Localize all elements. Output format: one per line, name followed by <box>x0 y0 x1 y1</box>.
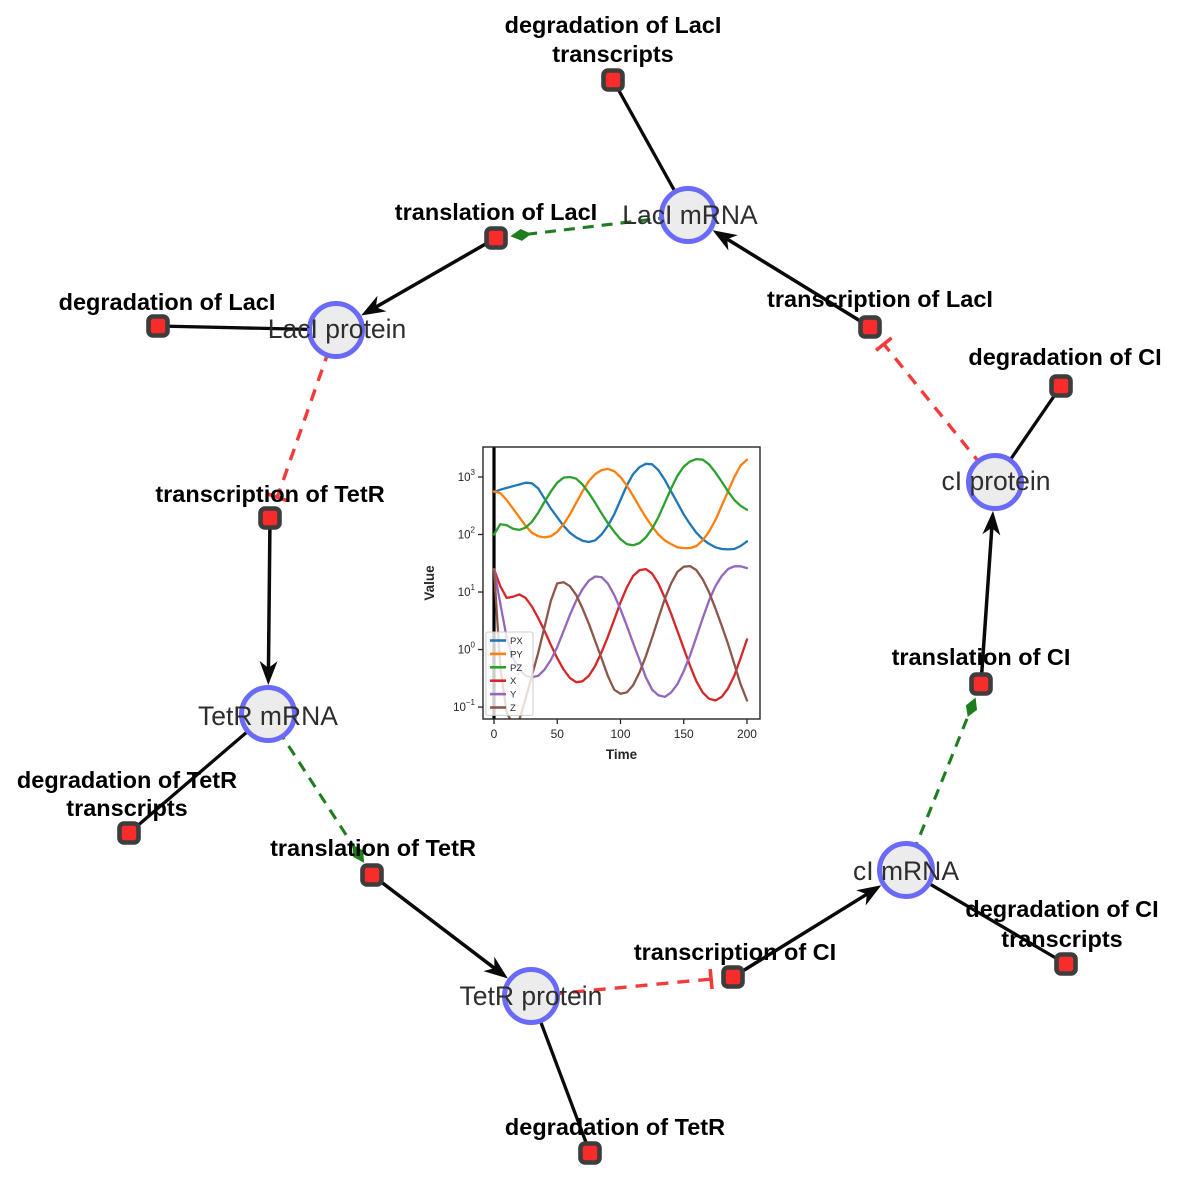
curve-Y <box>492 565 749 699</box>
curve-Z <box>492 564 749 719</box>
edge-translation_laci-to-laci_protein-arrowhead-icon <box>361 295 387 316</box>
reaction-node-translation_ci <box>969 672 993 696</box>
legend-label-Y: Y <box>510 690 517 701</box>
edge-transcription_laci-to-laci_mrna-arrowhead-icon <box>712 230 738 251</box>
reaction-label-deg_tetr: degradation of TetR <box>505 1114 725 1140</box>
reaction-node-transcription_ci <box>721 965 745 989</box>
reaction-label-deg_tetr_tx-line2: transcripts <box>66 795 187 821</box>
curve-X <box>492 567 749 702</box>
reaction-node-translation_tetr <box>360 863 384 887</box>
species-label-tetr_mrna: TetR mRNA <box>198 701 338 731</box>
reactions-layer <box>117 68 1078 1165</box>
edge-laci_protein-to-transcription_tetr-tbar-icon <box>267 492 288 503</box>
reaction-label-translation_ci: translation of CI <box>892 644 1071 670</box>
reaction-node-deg_tetr <box>578 1141 602 1165</box>
reaction-label-deg_ci_tx-line1: degradation of CI <box>965 896 1158 922</box>
edge-ci_protein-to-transcription_laci-tbar-icon <box>874 336 893 352</box>
reaction-node-deg_tetr_tx <box>117 821 141 845</box>
edge-tetr_mrna-to-translation_tetr-modifier-arrowhead-icon <box>352 845 365 863</box>
species-label-tetr_protein: TetR protein <box>460 981 603 1011</box>
edge-translation_tetr-to-tetr_protein-production-line <box>370 873 500 973</box>
edge-ci_protein-to-transcription_laci-inhibition-line <box>881 342 997 484</box>
legend-label-PZ: PZ <box>510 663 522 674</box>
edge-ci_mrna-to-translation_ci-modifier-line <box>904 706 974 871</box>
x-tick-label: 50 <box>551 727 565 741</box>
species-label-laci_protein: LacI protein <box>268 314 406 344</box>
edge-laci_protein-to-transcription_tetr-inhibition-line <box>275 329 338 499</box>
species-node-tetr_mrna <box>239 685 297 743</box>
species-label-ci_protein: cI protein <box>941 466 1050 496</box>
edge-deg_ci_tx-to-ci_mrna-consumption-line <box>905 868 1067 966</box>
reaction-label-deg_laci_tx-line2: transcripts <box>552 41 673 67</box>
reaction-label-deg_laci_tx-line1: degradation of LacI <box>505 12 722 38</box>
edge-deg_laci-to-laci_protein-consumption-line <box>157 324 337 332</box>
reaction-label-deg_ci_tx-line2: transcripts <box>1001 926 1122 952</box>
reaction-label-deg_tetr_tx-line1: degradation of TetR <box>17 767 237 793</box>
edge-translation_ci-to-ci_protein-production-line <box>979 522 994 685</box>
reaction-label-translation_laci: translation of LacI <box>395 199 597 225</box>
curve-PY <box>492 458 749 550</box>
edge-translation_ci-to-ci_protein-arrowhead-icon <box>982 510 1001 536</box>
reaction-node-translation_laci <box>484 226 508 250</box>
edge-transcription_tetr-to-tetr_mrna-arrowhead-icon <box>259 660 278 686</box>
species-node-ci_protein <box>966 453 1024 511</box>
y-tick-label: 103 <box>458 468 476 484</box>
x-tick-label: 100 <box>610 727 630 741</box>
x-tick-label: 0 <box>491 727 498 741</box>
curves-layer <box>492 447 749 719</box>
species-node-laci_protein <box>307 301 365 359</box>
species-node-tetr_protein <box>502 967 560 1025</box>
edge-transcription_tetr-to-tetr_mrna-production-line <box>266 517 272 674</box>
legend-label-Z: Z <box>510 703 516 714</box>
reaction-label-transcription_tetr: transcription of TetR <box>155 481 384 507</box>
edge-tetr_protein-to-transcription_ci-inhibition-line <box>530 977 713 998</box>
x-tick-label: 150 <box>674 727 694 741</box>
edge-transcription_ci-to-ci_mrna-arrowhead-icon <box>856 885 882 906</box>
reaction-label-transcription_ci: transcription of CI <box>634 939 836 965</box>
edge-tetr_protein-to-transcription_ci-tbar-icon <box>708 968 714 990</box>
y-axis-label: Value <box>422 565 437 601</box>
chart-legend: PX PY PZ XYZ <box>485 631 534 716</box>
edge-ci_mrna-to-translation_ci-modifier-arrowhead-icon <box>965 697 978 717</box>
edge-translation_laci-to-laci_protein-production-line <box>370 236 497 312</box>
y-tick-label: 10−1 <box>453 698 475 714</box>
y-tick-label: 102 <box>458 525 476 541</box>
curve-PZ <box>492 457 749 547</box>
legend-label-X: X <box>510 676 517 687</box>
reaction-label-translation_tetr: translation of TetR <box>270 835 476 861</box>
reaction-label-deg_laci: degradation of LacI <box>59 289 276 315</box>
species-label-laci_mrna: LacI mRNA <box>622 200 758 230</box>
edge-translation_tetr-to-tetr_protein-arrowhead-icon <box>483 956 508 979</box>
reaction-node-transcription_tetr <box>258 506 282 530</box>
species-node-laci_mrna <box>659 186 717 244</box>
reaction-label-transcription_laci: transcription of LacI <box>767 286 993 312</box>
y-tick-label: 101 <box>458 583 476 599</box>
edge-laci_mrna-to-translation_laci-modifier-arrowhead-icon <box>510 229 532 241</box>
edge-transcription_ci-to-ci_mrna-production-line <box>732 890 873 979</box>
timecourse-inset-chart: 0 50 100 150 20010−1100101102103TimeValuePXP… <box>422 446 761 762</box>
legend-label-PY: PY <box>510 649 523 660</box>
reaction-label-deg_ci: degradation of CI <box>968 344 1161 370</box>
y-tick-label: 100 <box>458 641 476 657</box>
edge-transcription_laci-to-laci_mrna-production-line <box>722 234 871 329</box>
x-axis-label: Time <box>606 747 638 762</box>
reaction-node-deg_ci <box>1049 374 1073 398</box>
legend-label-PX: PX <box>510 636 523 647</box>
x-tick-label: 200 <box>737 727 757 741</box>
species-node-ci_mrna <box>877 841 935 899</box>
edge-deg_tetr_tx-to-tetr_mrna-consumption-line <box>127 712 270 835</box>
curve-PX <box>492 462 749 551</box>
axes-spines <box>482 446 761 720</box>
species-label-ci_mrna: cI mRNA <box>853 856 959 886</box>
reaction-node-deg_ci_tx <box>1054 952 1078 976</box>
species-layer <box>239 186 1024 1025</box>
reaction-node-deg_laci_tx <box>601 68 625 92</box>
labels-layer: LacI mRNA LacI protein TetR mRNA TetR prote… <box>17 12 1162 1140</box>
reaction-node-deg_laci <box>146 314 170 338</box>
reaction-node-transcription_laci <box>858 315 882 339</box>
